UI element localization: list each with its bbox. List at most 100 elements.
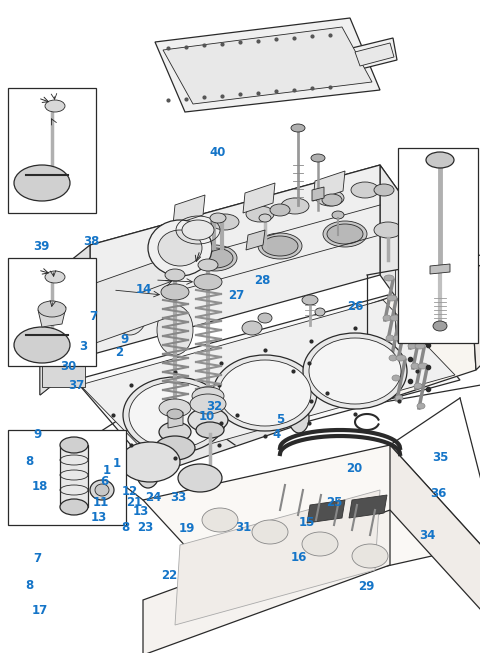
- Text: 21: 21: [126, 496, 143, 509]
- Text: 11: 11: [93, 496, 109, 509]
- Text: 26: 26: [346, 300, 362, 313]
- Ellipse shape: [218, 360, 311, 426]
- Ellipse shape: [323, 221, 366, 247]
- Text: 9: 9: [34, 428, 42, 441]
- Polygon shape: [40, 245, 90, 395]
- Ellipse shape: [414, 343, 424, 349]
- Ellipse shape: [257, 233, 301, 259]
- Ellipse shape: [14, 327, 70, 363]
- Polygon shape: [75, 295, 459, 465]
- Polygon shape: [245, 230, 264, 250]
- Ellipse shape: [308, 338, 400, 404]
- Text: 22: 22: [161, 569, 177, 582]
- Polygon shape: [173, 195, 204, 225]
- Ellipse shape: [382, 315, 390, 321]
- Ellipse shape: [302, 333, 406, 409]
- Ellipse shape: [417, 363, 427, 369]
- Ellipse shape: [331, 211, 343, 219]
- Ellipse shape: [202, 508, 238, 532]
- Ellipse shape: [258, 214, 270, 222]
- Ellipse shape: [210, 213, 226, 223]
- Text: 7: 7: [33, 552, 41, 565]
- Ellipse shape: [410, 363, 418, 369]
- Text: 1: 1: [113, 457, 120, 470]
- Ellipse shape: [176, 222, 204, 238]
- Text: 12: 12: [121, 485, 138, 498]
- Text: 10: 10: [198, 410, 215, 423]
- Polygon shape: [155, 18, 379, 112]
- Ellipse shape: [373, 222, 401, 238]
- Text: 15: 15: [298, 516, 314, 529]
- Ellipse shape: [373, 184, 393, 196]
- Ellipse shape: [269, 204, 289, 216]
- Ellipse shape: [321, 194, 341, 206]
- Ellipse shape: [392, 335, 402, 341]
- Polygon shape: [168, 412, 182, 428]
- Polygon shape: [146, 410, 300, 477]
- Ellipse shape: [60, 499, 88, 515]
- Bar: [397, 148, 477, 343]
- Polygon shape: [163, 27, 371, 104]
- Text: 13: 13: [132, 505, 148, 518]
- Ellipse shape: [241, 321, 262, 335]
- Polygon shape: [40, 300, 90, 395]
- Polygon shape: [143, 445, 480, 600]
- Polygon shape: [469, 265, 480, 370]
- Ellipse shape: [90, 480, 114, 500]
- Ellipse shape: [178, 464, 222, 492]
- Polygon shape: [379, 165, 429, 345]
- Ellipse shape: [38, 301, 66, 317]
- Ellipse shape: [190, 394, 226, 414]
- Text: 25: 25: [325, 496, 342, 509]
- Ellipse shape: [288, 403, 308, 433]
- Polygon shape: [366, 270, 475, 405]
- Bar: [8, 258, 96, 366]
- Ellipse shape: [301, 532, 337, 556]
- Text: 31: 31: [234, 521, 251, 534]
- Ellipse shape: [413, 383, 421, 389]
- Text: 19: 19: [178, 522, 194, 535]
- Ellipse shape: [14, 165, 70, 201]
- Text: 16: 16: [290, 550, 307, 564]
- Text: 9: 9: [120, 333, 128, 346]
- Polygon shape: [312, 187, 324, 201]
- Text: 14: 14: [136, 283, 152, 296]
- Text: 39: 39: [33, 240, 49, 253]
- Ellipse shape: [245, 206, 274, 222]
- Ellipse shape: [148, 220, 212, 276]
- Ellipse shape: [213, 355, 316, 431]
- Text: 27: 27: [228, 289, 244, 302]
- Text: 37: 37: [68, 379, 84, 392]
- Text: 2: 2: [115, 346, 122, 359]
- Ellipse shape: [262, 236, 298, 256]
- Polygon shape: [90, 165, 379, 355]
- Polygon shape: [389, 445, 480, 610]
- Text: 18: 18: [31, 480, 48, 493]
- Polygon shape: [143, 510, 389, 653]
- Text: 32: 32: [205, 400, 222, 413]
- Polygon shape: [90, 165, 429, 315]
- Ellipse shape: [193, 274, 222, 290]
- Polygon shape: [354, 43, 393, 66]
- Text: 7: 7: [90, 310, 97, 323]
- Bar: [8, 88, 96, 213]
- Ellipse shape: [155, 436, 194, 460]
- Ellipse shape: [383, 275, 393, 281]
- Ellipse shape: [123, 377, 227, 453]
- Polygon shape: [312, 171, 344, 201]
- Polygon shape: [175, 490, 379, 625]
- Ellipse shape: [197, 248, 232, 268]
- Ellipse shape: [198, 259, 217, 271]
- Ellipse shape: [161, 284, 189, 300]
- Text: 24: 24: [144, 491, 161, 504]
- Ellipse shape: [425, 152, 453, 168]
- Ellipse shape: [136, 452, 160, 488]
- Ellipse shape: [408, 303, 418, 309]
- Ellipse shape: [167, 409, 182, 419]
- Polygon shape: [351, 38, 396, 70]
- Text: 6: 6: [100, 475, 109, 488]
- Ellipse shape: [192, 245, 237, 271]
- Text: 29: 29: [358, 580, 374, 593]
- Ellipse shape: [290, 124, 304, 132]
- Text: 33: 33: [169, 491, 186, 504]
